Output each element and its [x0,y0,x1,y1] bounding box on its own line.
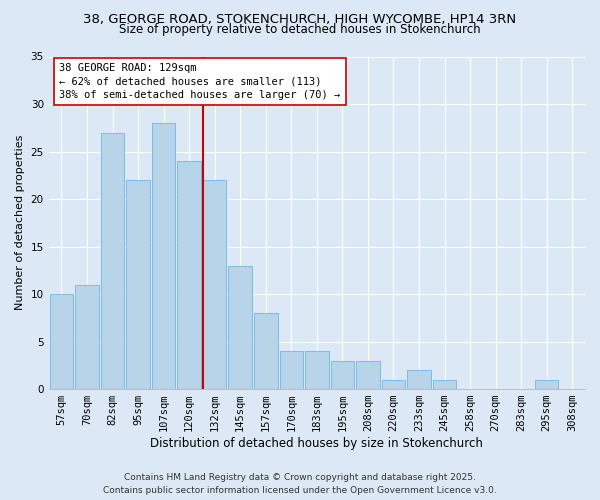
Bar [407,370,431,389]
Bar [127,180,150,389]
Text: Size of property relative to detached houses in Stokenchurch: Size of property relative to detached ho… [119,22,481,36]
Text: Contains HM Land Registry data © Crown copyright and database right 2025.
Contai: Contains HM Land Registry data © Crown c… [103,474,497,495]
Bar [178,161,201,389]
Bar [382,380,405,389]
Bar [305,351,329,389]
Bar [254,313,278,389]
X-axis label: Distribution of detached houses by size in Stokenchurch: Distribution of detached houses by size … [151,437,483,450]
Bar [535,380,559,389]
Bar [75,284,99,389]
Bar [433,380,456,389]
Bar [229,266,252,389]
Y-axis label: Number of detached properties: Number of detached properties [15,135,25,310]
Bar [101,132,124,389]
Bar [50,294,73,389]
Bar [152,123,175,389]
Text: 38 GEORGE ROAD: 129sqm
← 62% of detached houses are smaller (113)
38% of semi-de: 38 GEORGE ROAD: 129sqm ← 62% of detached… [59,63,341,100]
Bar [203,180,226,389]
Bar [280,351,303,389]
Text: 38, GEORGE ROAD, STOKENCHURCH, HIGH WYCOMBE, HP14 3RN: 38, GEORGE ROAD, STOKENCHURCH, HIGH WYCO… [83,12,517,26]
Bar [331,360,354,389]
Bar [356,360,380,389]
